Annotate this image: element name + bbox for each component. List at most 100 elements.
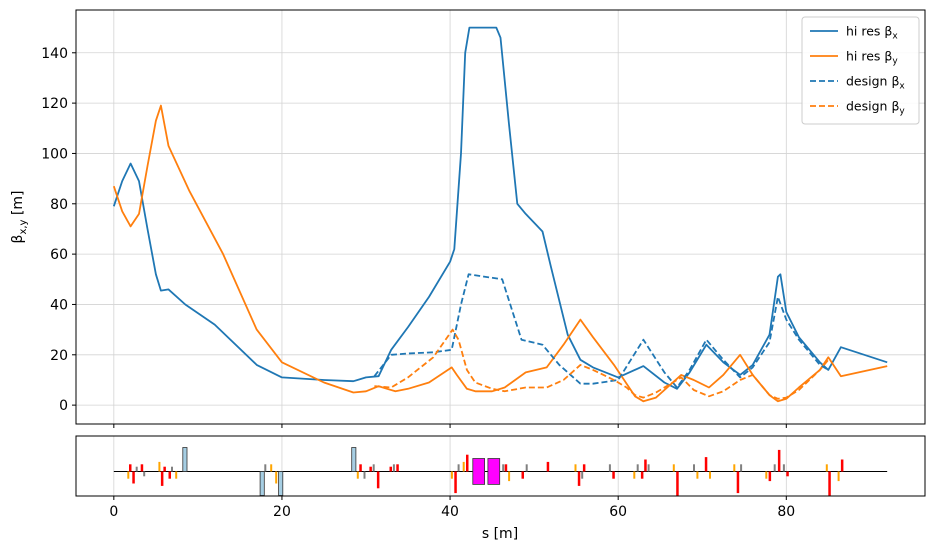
legend-label-0: hi res βx (846, 24, 898, 42)
lattice-element-8 (163, 466, 166, 472)
lattice-element-3 (135, 466, 138, 472)
y-tick-label-2: 40 (50, 297, 68, 313)
x-axis-label: s [m] (482, 526, 518, 542)
y-tick-label-6: 120 (41, 96, 68, 112)
y-tick-label-5: 100 (41, 146, 68, 162)
x-tick-label-2: 40 (441, 504, 459, 520)
lattice-element-63 (773, 464, 776, 472)
lattice-element-5 (143, 471, 146, 477)
lattice-element-48 (636, 464, 639, 472)
lattice-element-13 (259, 471, 265, 496)
lattice-element-16 (275, 471, 278, 484)
lattice-element-38 (521, 471, 524, 479)
lattice-element-2 (127, 471, 130, 479)
lattice-element-26 (392, 464, 395, 472)
lattice-element-12 (182, 447, 188, 472)
lattice-element-66 (786, 471, 789, 477)
lattice-element-37 (508, 471, 511, 482)
lattice-element-70 (840, 459, 844, 472)
lattice-element-22 (369, 466, 372, 472)
lattice-element-32 (466, 454, 469, 472)
main-y-ticks: 0 20 40 60 80 100 120 140 (41, 46, 76, 414)
lattice-element-21 (363, 471, 366, 479)
main-x-ticks (113, 424, 787, 428)
lattice-element-67 (825, 464, 828, 472)
series-line-1 (112, 104, 888, 403)
lattice-element-17 (278, 471, 284, 496)
lattice-element-49 (640, 471, 644, 479)
lattice-element-50 (644, 459, 647, 472)
x-tick-label-0: 0 (109, 504, 118, 520)
lattice-element-46 (612, 471, 615, 479)
lattice-element-28 (450, 471, 453, 479)
lattice-element-62 (768, 471, 772, 482)
lattice-element-52 (672, 464, 675, 472)
legend-box (801, 16, 920, 125)
x-tick-label-3: 60 (609, 504, 627, 520)
legend-label-2: design βx (846, 74, 905, 92)
lattice-elements (113, 447, 888, 496)
y-axis-label: βx,y [m] (10, 191, 29, 244)
legend-items: hi res βx hi res βy design βx design βy (810, 24, 905, 117)
y-tick-label-1: 20 (50, 348, 68, 364)
main-grid (76, 10, 925, 424)
lattice-element-54 (693, 464, 695, 472)
lattice-element-1 (132, 471, 135, 484)
lattice-element-10 (171, 466, 173, 472)
lattice-element-57 (709, 471, 711, 479)
series-line-3 (374, 328, 829, 400)
lattice-element-9 (168, 471, 171, 479)
lattice-plot-frame (75, 435, 926, 497)
lattice-element-30 (457, 464, 460, 472)
lattice-element-65 (782, 464, 785, 472)
lattice-element-44 (582, 464, 586, 472)
lattice-element-47 (633, 471, 636, 479)
y-tick-label-3: 60 (50, 247, 68, 263)
lattice-element-14 (264, 464, 267, 472)
lattice-element-61 (765, 471, 768, 479)
series-group (112, 26, 888, 403)
legend-label-3: design βy (846, 99, 905, 117)
legend-label-1: hi res βy (846, 49, 898, 67)
lattice-element-24 (376, 471, 380, 489)
lattice-element-18 (351, 447, 357, 472)
series-line-0 (112, 26, 888, 390)
lattice-element-43 (581, 471, 584, 479)
lattice-element-34 (487, 458, 501, 485)
lattice-element-6 (158, 461, 161, 472)
lattice-element-31 (462, 461, 465, 472)
lattice-element-23 (372, 464, 375, 472)
lattice-element-11 (175, 471, 178, 479)
lattice-plot: 0 20 40 60 80 s [m] (75, 435, 926, 542)
lattice-element-68 (828, 471, 831, 496)
lattice-element-41 (574, 464, 577, 472)
legend: hi res βx hi res βy design βx design βy (801, 16, 920, 125)
x-tick-label-1: 20 (273, 504, 291, 520)
lattice-element-29 (454, 471, 457, 494)
lattice-element-53 (676, 471, 679, 496)
lattice-element-7 (160, 471, 164, 486)
lattice-element-60 (740, 464, 743, 472)
lattice-element-39 (525, 464, 528, 472)
x-tick-label-4: 80 (777, 504, 795, 520)
lattice-element-51 (647, 464, 650, 472)
main-plot-frame (75, 9, 926, 425)
lattice-element-64 (777, 449, 781, 472)
lattice-element-27 (396, 464, 399, 472)
lattice-element-36 (504, 464, 508, 472)
lattice-element-35 (502, 464, 505, 472)
y-tick-label-0: 0 (59, 398, 68, 414)
lattice-element-40 (546, 461, 550, 472)
lattice-element-15 (270, 464, 273, 472)
main-plot: 0 20 40 60 80 100 120 140 βx,y [m] (10, 9, 926, 428)
lattice-element-19 (356, 471, 359, 479)
lattice-element-42 (577, 471, 581, 486)
lattice-element-59 (736, 471, 740, 494)
lattice-element-33 (472, 458, 485, 485)
lattice-element-58 (733, 464, 736, 472)
lattice-element-55 (696, 471, 699, 479)
series-line-2 (373, 273, 829, 389)
lattice-element-69 (837, 471, 840, 482)
y-tick-label-7: 140 (41, 46, 68, 62)
